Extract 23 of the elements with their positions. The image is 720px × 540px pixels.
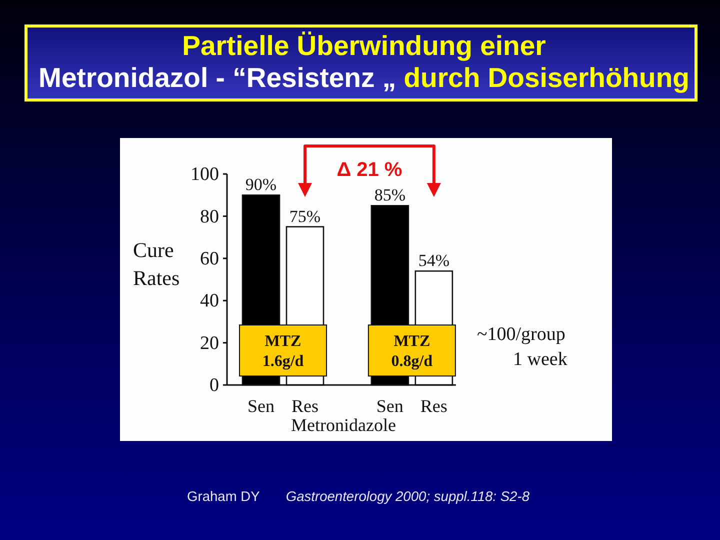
data-label: 90% [245,175,277,194]
y-tick-label: 80 [200,206,219,228]
y-axis-title: Cure Rates [133,238,180,290]
data-label: 54% [418,251,450,270]
data-label: 85% [374,186,406,205]
annotation: MTZ 0.8g/d [391,333,433,370]
x-tick-label: Res [292,396,318,416]
annotation: MTZ 1.6g/d [262,333,304,370]
chart-title: Partielle Überwindung einer Metronidazol - “Resistenz „ durch Dosiserhöhung [38,30,690,93]
text: Graham DY [187,489,260,504]
data-label: 75% [289,206,321,226]
y-tick-label: 20 [200,332,219,354]
x-tick-label: Res [420,396,448,416]
x-tick-label: Sen [248,396,274,416]
text: ~100/group 1 week [477,324,568,370]
y-tick-label: 100 [190,164,219,186]
x-axis-title: Metronidazole [290,415,396,435]
x-tick-label: Sen [376,396,404,416]
text: Gastroenterology 2000; suppl.118: S2-8 [286,489,530,504]
y-tick-label: 40 [200,290,219,312]
annotation: Δ 21 % [336,159,402,181]
y-tick-label: 60 [200,248,219,270]
y-tick-label: 0 [210,375,219,396]
